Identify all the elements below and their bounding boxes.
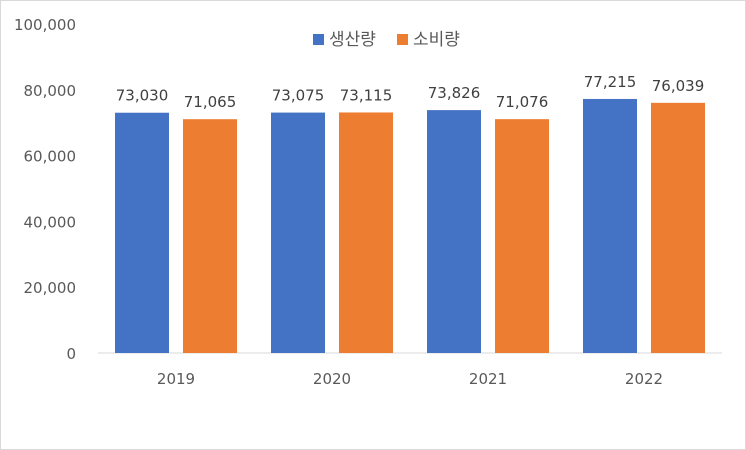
y-axis-tick-labels: 0 20,000 40,000 60,000 80,000 100,000 xyxy=(14,16,76,363)
y-tick-label: 40,000 xyxy=(24,213,77,231)
legend: 생산량 소비량 xyxy=(313,30,460,50)
data-label-2019-소비량: 71,065 xyxy=(184,93,237,111)
x-axis-tick-labels: 2019 2020 2021 2022 xyxy=(157,370,663,388)
legend-swatch-소비량 xyxy=(397,34,408,45)
data-label-2020-소비량: 73,115 xyxy=(340,86,393,104)
data-labels: 73,030 71,065 73,075 73,115 73,826 71,076 77,2… xyxy=(116,73,705,111)
bar-2020-생산량 xyxy=(271,112,325,353)
y-tick-label: 60,000 xyxy=(24,148,77,166)
y-tick-label: 100,000 xyxy=(14,16,76,34)
legend-label-생산량: 생산량 xyxy=(329,30,376,50)
data-label-2022-소비량: 76,039 xyxy=(652,77,705,95)
data-label-2021-생산량: 73,826 xyxy=(428,84,481,102)
bars xyxy=(115,98,705,354)
x-tick-label: 2021 xyxy=(469,370,507,388)
bar-2021-생산량 xyxy=(427,110,481,353)
bar-2019-생산량 xyxy=(115,112,169,354)
data-label-2021-소비량: 71,076 xyxy=(496,93,549,111)
y-tick-label: 20,000 xyxy=(24,279,77,297)
data-label-2022-생산량: 77,215 xyxy=(584,73,637,91)
bar-2020-소비량 xyxy=(339,112,393,353)
x-tick-label: 2020 xyxy=(313,370,351,388)
bar-2021-소비량 xyxy=(495,119,549,353)
y-tick-label: 0 xyxy=(66,345,76,363)
bar-2022-소비량 xyxy=(651,102,705,353)
legend-label-소비량: 소비량 xyxy=(413,30,460,50)
legend-swatch-생산량 xyxy=(313,34,324,45)
bar-2022-생산량 xyxy=(583,98,637,353)
x-tick-label: 2019 xyxy=(157,370,195,388)
data-label-2019-생산량: 73,030 xyxy=(116,87,169,105)
data-label-2020-생산량: 73,075 xyxy=(272,87,325,105)
bar-2019-소비량 xyxy=(183,119,237,353)
x-tick-label: 2022 xyxy=(625,370,663,388)
y-tick-label: 80,000 xyxy=(24,82,77,100)
